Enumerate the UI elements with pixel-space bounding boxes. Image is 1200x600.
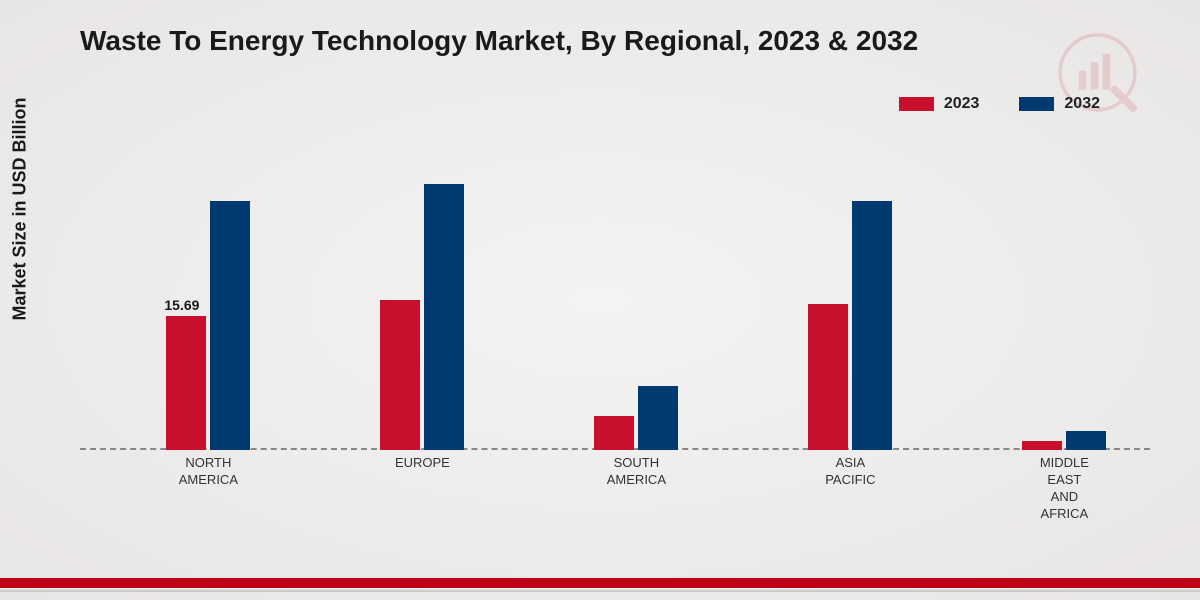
bar bbox=[808, 304, 848, 450]
legend-item-2032: 2032 bbox=[1019, 95, 1100, 113]
bar bbox=[166, 316, 206, 450]
footer-divider bbox=[0, 590, 1200, 592]
y-axis-label: Market Size in USD Billion bbox=[10, 97, 31, 320]
bar-group bbox=[380, 184, 464, 450]
x-axis-category-label: SOUTH AMERICA bbox=[586, 455, 686, 489]
bar bbox=[1066, 431, 1106, 450]
x-axis-category-label: ASIA PACIFIC bbox=[800, 455, 900, 489]
legend-swatch bbox=[899, 97, 934, 111]
chart-title: Waste To Energy Technology Market, By Re… bbox=[80, 25, 918, 57]
bar bbox=[210, 201, 250, 450]
legend: 2023 2032 bbox=[899, 95, 1100, 113]
legend-label: 2023 bbox=[944, 95, 980, 113]
bar bbox=[424, 184, 464, 450]
bar-group bbox=[594, 386, 678, 450]
bar bbox=[380, 300, 420, 450]
bar-group bbox=[166, 201, 250, 450]
footer-accent-bar bbox=[0, 578, 1200, 588]
x-axis-category-label: EUROPE bbox=[372, 455, 472, 472]
bar-value-label: 15.69 bbox=[164, 297, 199, 313]
legend-label: 2032 bbox=[1064, 95, 1100, 113]
legend-swatch bbox=[1019, 97, 1054, 111]
x-axis-category-label: NORTH AMERICA bbox=[158, 455, 258, 489]
bar bbox=[594, 416, 634, 450]
bar bbox=[638, 386, 678, 450]
x-axis-category-label: MIDDLE EAST AND AFRICA bbox=[1014, 455, 1114, 523]
bar-group bbox=[808, 201, 892, 450]
legend-item-2023: 2023 bbox=[899, 95, 980, 113]
bar-group bbox=[1022, 431, 1106, 450]
bar bbox=[1022, 441, 1062, 450]
chart-plot-area: 15.69 bbox=[80, 150, 1150, 450]
bar bbox=[852, 201, 892, 450]
